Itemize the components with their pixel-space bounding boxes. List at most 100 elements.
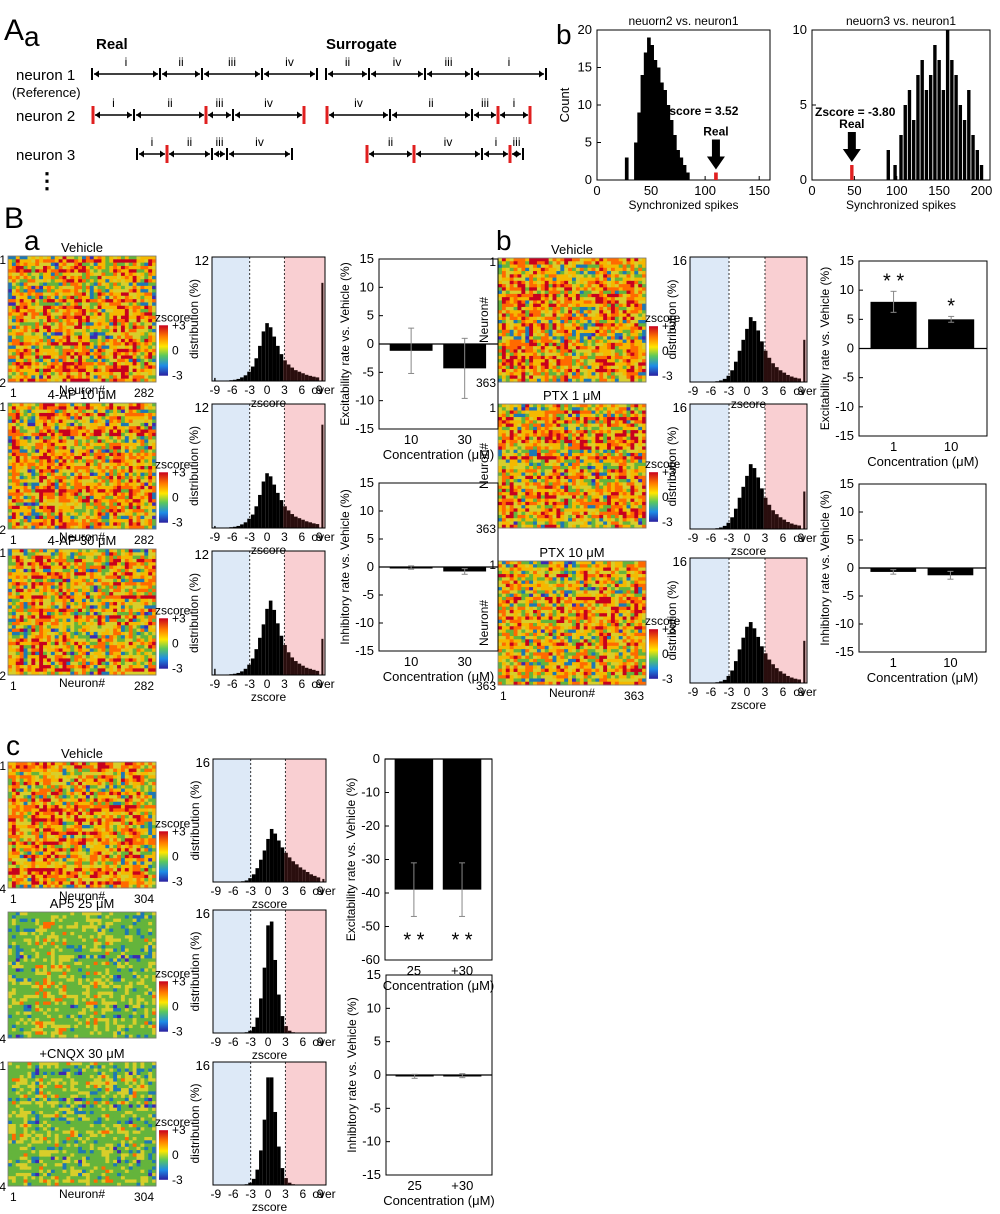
heatmap-cell [113,259,117,263]
heatmap-cell [51,589,55,593]
heatmap-cell [98,269,102,273]
heatmap-cell [20,652,24,656]
heatmap-cell [43,269,47,273]
heatmap-cell [51,375,55,379]
heatmap-cell [113,469,117,473]
heatmap-cell [109,326,113,330]
heatmap-cell [105,449,109,453]
heatmap-cell [137,602,141,606]
heatmap-cell [607,284,611,288]
heatmap-cell [82,342,86,346]
heatmap-cell [121,322,125,326]
heatmap-cell [20,329,24,333]
heatmap-cell [105,312,109,316]
heatmap-cell [98,658,102,662]
heatmap-cell [82,556,86,560]
heatmap-cell [101,355,105,359]
heatmap-cell [121,292,125,296]
heatmap-cell [20,466,24,470]
heatmap-cell [43,552,47,556]
heatmap-cell [59,312,63,316]
heatmap-cell [556,287,560,291]
heatmap-cell [24,522,28,526]
heatmap-cell [31,522,35,526]
heatmap-cell [607,287,611,291]
heatmap-cell [615,281,619,285]
heatmap-cell [98,349,102,353]
heatmap-cell [86,572,90,576]
heatmap-cell [63,266,67,270]
heatmap-cell [31,602,35,606]
heatmap-cell [94,359,98,363]
heatmap-cell [74,599,78,603]
heatmap-cell [506,284,510,288]
heatmap-cell [39,635,43,639]
heatmap-cell [39,645,43,649]
heatmap-cell [20,263,24,267]
heatmap-cell [8,585,12,589]
heatmap-cell [90,259,94,263]
heatmap-cell [43,469,47,473]
heatmap-cell [16,273,20,277]
heatmap-cell [24,286,28,290]
heatmap-cell [144,329,148,333]
heatmap-cell [16,522,20,526]
heatmap-cell [129,486,133,490]
heatmap-cell [20,322,24,326]
heatmap-cell [27,559,31,563]
heatmap-cell [140,319,144,323]
heatmap-cell [144,635,148,639]
heatmap-cell [105,486,109,490]
heatmap-cell [63,276,67,280]
heatmap-cell [125,372,129,376]
heatmap-cell [564,278,568,282]
heatmap-cell [133,292,137,296]
heatmap-cell [144,410,148,414]
heatmap-cell [117,566,121,570]
heatmap-cell [568,265,572,269]
heatmap-cell [86,483,90,487]
heatmap-cell [51,615,55,619]
heatmap-cell [20,576,24,580]
heatmap-cell [121,496,125,500]
heatmap-cell [39,423,43,427]
heatmap-cell [47,296,51,300]
heatmap-cell [82,352,86,356]
heatmap-cell [39,622,43,626]
heatmap-cell [121,615,125,619]
heatmap-cell [86,456,90,460]
heatmap-cell [101,609,105,613]
heatmap-cell [117,605,121,609]
heatmap-cell [16,349,20,353]
heatmap-cell [86,599,90,603]
heatmap-cell [39,516,43,520]
heatmap-cell [148,355,152,359]
heatmap-cell [140,629,144,633]
heatmap-cell [129,362,133,366]
heatmap-cell [94,519,98,523]
heatmap-cell [78,632,82,636]
heatmap-cell [55,266,59,270]
heatmap-cell [105,259,109,263]
heatmap-cell [47,413,51,417]
heatmap-cell [43,309,47,313]
heatmap-cell [638,271,642,275]
heatmap-cell [43,639,47,643]
heatmap-cell [137,369,141,373]
heatmap-cell [98,359,102,363]
heatmap-cell [12,439,16,443]
heatmap-cell [70,316,74,320]
heatmap-cell [86,585,90,589]
heatmap-cell [113,276,117,280]
heatmap-cell [39,446,43,450]
heatmap-cell [59,499,63,503]
heatmap-cell [20,506,24,510]
heatmap-cell [66,312,70,316]
heatmap-cell [86,569,90,573]
heatmap-cell [31,655,35,659]
heatmap-cell [51,502,55,506]
heatmap-cell [129,612,133,616]
heatmap-cell [66,645,70,649]
heatmap-cell [78,359,82,363]
heatmap-cell [35,456,39,460]
